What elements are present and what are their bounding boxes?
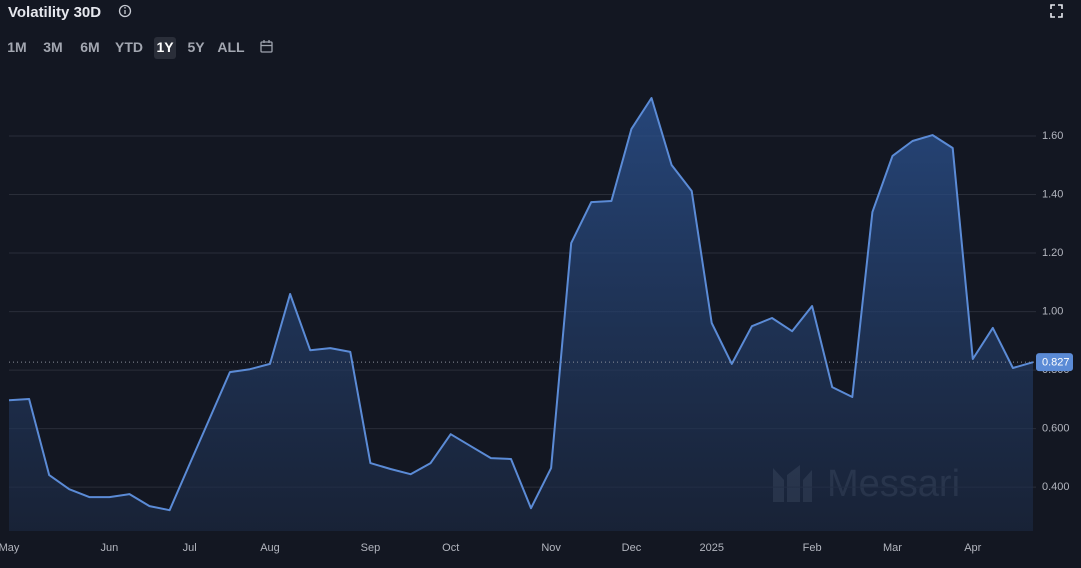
title: Volatility 30D [8, 4, 101, 21]
range-button-label: ALL [217, 39, 245, 55]
x-tick-label: 2025 [700, 542, 724, 554]
range-button-label: 6M [80, 39, 99, 55]
x-tick-label: Jun [101, 542, 119, 554]
x-tick-label: Oct [442, 542, 459, 554]
y-tick-label: 0.400 [1042, 481, 1070, 493]
x-tick-label: Nov [541, 542, 561, 554]
range-button[interactable]: 6M [80, 39, 99, 55]
range-button[interactable]: 5Y [187, 39, 205, 55]
x-tick-label: Jul [183, 542, 197, 554]
line [8, 97, 1034, 512]
range-button[interactable]: YTD [115, 39, 143, 55]
y-tick-label: 1.20 [1042, 247, 1063, 259]
x-tick-label: Aug [260, 542, 280, 554]
x-tick-label: Apr [964, 542, 981, 554]
range-button-highlight [154, 37, 176, 59]
x-tick-label: Mar [883, 542, 902, 554]
current-value-box [1036, 353, 1073, 372]
range-button[interactable]: 1M [7, 39, 26, 55]
x-tick-label: Feb [803, 542, 822, 554]
range-button-label: YTD [115, 39, 143, 55]
x-tick-label: Sep [361, 542, 381, 554]
info-icon[interactable] [118, 4, 132, 18]
range-button[interactable]: 3M [43, 39, 62, 55]
fullscreen-icon[interactable] [1050, 4, 1063, 18]
area [9, 98, 1033, 531]
y-tick-label: 1.40 [1042, 188, 1063, 200]
range-button-label: 5Y [187, 39, 205, 55]
y-tick-label: 0.600 [1042, 423, 1070, 435]
current-value-label: 0.827 [1042, 357, 1070, 369]
range-button[interactable]: ALL [217, 39, 245, 55]
range-button-label: 1Y [156, 39, 174, 55]
y-tick-label: 1.00 [1042, 305, 1063, 317]
y-tick-label: 1.60 [1042, 130, 1063, 142]
range-button-label: 3M [43, 39, 62, 55]
x-tick-label: May [0, 542, 20, 554]
x-tick-label: Dec [622, 542, 642, 554]
calendar-icon[interactable] [260, 40, 273, 53]
range-button[interactable]: 1Y [154, 37, 176, 59]
range-button-label: 1M [7, 39, 26, 55]
